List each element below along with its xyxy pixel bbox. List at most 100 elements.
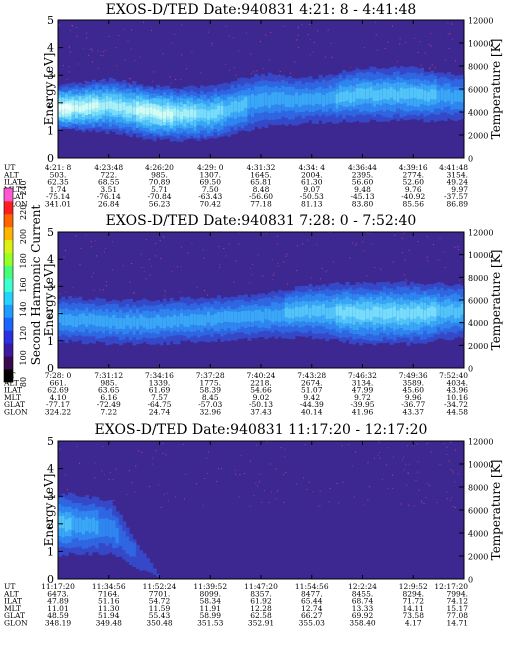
noise-dot xyxy=(150,29,152,31)
noise-dot xyxy=(221,468,222,470)
noise-dot xyxy=(283,261,285,263)
noise-dot xyxy=(330,84,332,86)
noise-dot xyxy=(269,59,270,61)
intensity-cell xyxy=(183,108,188,117)
noise-dot xyxy=(406,279,408,281)
noise-dot xyxy=(89,49,91,50)
noise-dot xyxy=(126,494,128,496)
ephemeris-value: 71.72 xyxy=(403,597,425,606)
intensity-cell xyxy=(152,108,157,116)
chart-title: EXOS-D/TED Date:940831 7:28: 0 - 7:52:40 xyxy=(106,213,417,229)
noise-dot xyxy=(460,255,462,257)
ephemeris-value: 722. xyxy=(100,170,117,179)
ephemeris-value: 68.55 xyxy=(98,178,120,187)
intensity-cell xyxy=(277,310,282,323)
intensity-cell xyxy=(125,106,130,114)
intensity-cell xyxy=(95,315,100,327)
ephemeris-value: 7:49:36 xyxy=(399,371,428,380)
noise-dot xyxy=(239,232,241,234)
ephemeris-value: 26.84 xyxy=(98,200,120,209)
y-tick-label: 3 xyxy=(47,69,54,82)
noise-dot xyxy=(392,474,394,476)
ephemeris-value: 11.59 xyxy=(149,604,171,613)
noise-dot xyxy=(448,47,450,49)
intensity-cell xyxy=(230,101,235,113)
intensity-cell xyxy=(413,308,418,319)
colorbar-tick-label: 120 xyxy=(19,326,28,341)
noise-dot xyxy=(349,257,351,259)
noise-dot xyxy=(160,258,162,259)
ephemeris-value: 66.27 xyxy=(301,611,323,620)
noise-dot xyxy=(407,472,409,474)
noise-dot xyxy=(129,78,131,80)
noise-dot xyxy=(275,468,277,470)
intensity-cell xyxy=(460,304,465,315)
intensity-cell xyxy=(132,542,137,557)
noise-dot xyxy=(328,501,330,503)
noise-dot xyxy=(426,442,428,444)
noise-dot xyxy=(455,507,456,508)
ephemeris-value: 8099. xyxy=(200,589,221,598)
intensity-cell xyxy=(416,88,421,100)
intensity-cell xyxy=(169,111,174,119)
ephemeris-value: -70.84 xyxy=(147,192,171,201)
ephemeris-value: 348.19 xyxy=(45,619,71,628)
noise-dot xyxy=(273,272,275,274)
noise-dot xyxy=(200,72,202,74)
y2-tick-label: 0 xyxy=(468,365,473,374)
ephemeris-value: 350.48 xyxy=(146,619,172,628)
ephemeris-value: 61.92 xyxy=(250,597,272,606)
ephemeris-value: 37.43 xyxy=(250,408,272,417)
noise-dot xyxy=(97,67,99,69)
ephemeris-value: 47.99 xyxy=(352,386,374,395)
noise-dot xyxy=(187,252,189,254)
noise-dot xyxy=(325,56,326,58)
ephemeris-value: 4:39:16 xyxy=(399,163,428,172)
noise-dot xyxy=(68,66,69,68)
intensity-cell xyxy=(369,310,374,321)
noise-dot xyxy=(440,76,442,78)
noise-dot xyxy=(85,32,87,34)
noise-dot xyxy=(287,79,289,81)
ephemeris-value: 11:54:56 xyxy=(295,582,329,591)
noise-dot xyxy=(86,37,88,39)
ephemeris-value: 49.24 xyxy=(447,178,469,187)
intensity-cell xyxy=(453,90,458,102)
noise-dot xyxy=(141,267,143,268)
ephemeris-value: -50.53 xyxy=(300,192,324,201)
noise-dot xyxy=(202,504,204,506)
intensity-cell xyxy=(399,87,404,99)
noise-dot xyxy=(154,255,156,257)
ephemeris-value: 77.18 xyxy=(250,200,272,209)
intensity-cell xyxy=(335,93,340,104)
intensity-cell xyxy=(186,316,191,328)
intensity-cell xyxy=(129,540,134,557)
ephemeris-value: -63.43 xyxy=(198,192,222,201)
noise-dot xyxy=(277,262,279,264)
intensity-cell xyxy=(115,318,120,330)
intensity-cell xyxy=(244,310,249,322)
intensity-cell xyxy=(179,313,184,325)
ephemeris-row-label: ILAT xyxy=(4,597,22,606)
noise-dot xyxy=(91,48,93,50)
y-tick-label: 1 xyxy=(47,545,54,558)
intensity-cell xyxy=(203,109,208,119)
intensity-cell xyxy=(68,314,73,326)
intensity-cell xyxy=(338,306,343,316)
intensity-cell xyxy=(342,309,347,320)
intensity-cell xyxy=(193,314,198,325)
noise-dot xyxy=(180,78,182,80)
intensity-cell xyxy=(176,316,181,328)
ephemeris-value: 58.34 xyxy=(200,597,222,606)
ephemeris-value: 7164. xyxy=(98,589,119,598)
noise-dot xyxy=(145,278,147,280)
intensity-cell xyxy=(223,310,228,322)
noise-dot xyxy=(203,257,205,259)
intensity-cell xyxy=(78,314,83,326)
ephemeris-value: 32.96 xyxy=(200,408,222,417)
ephemeris-value: -36.77 xyxy=(401,400,425,409)
noise-dot xyxy=(102,51,104,53)
intensity-cell xyxy=(213,313,218,325)
intensity-cell xyxy=(68,105,73,111)
ephemeris-value: 69.92 xyxy=(352,611,374,620)
